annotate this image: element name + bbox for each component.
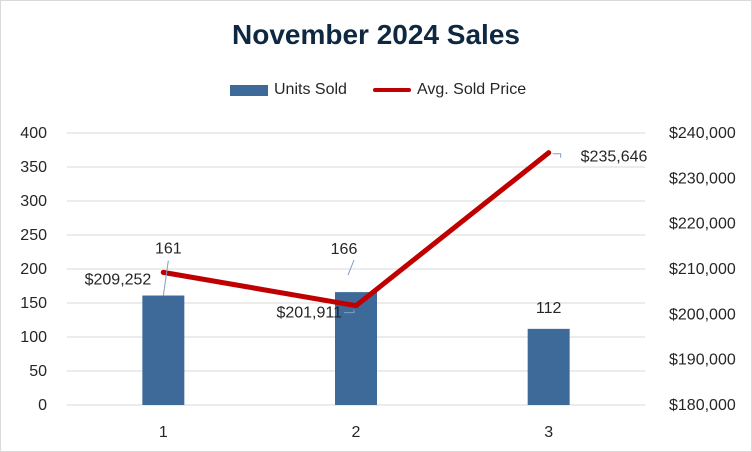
x-tick-label: 2	[352, 424, 361, 441]
y-left-tick-label: 150	[20, 295, 47, 312]
line-data-label: $235,646	[581, 149, 648, 166]
y-right-tick-label: $180,000	[669, 397, 736, 414]
legend-item-units-sold: Units Sold	[230, 81, 347, 99]
y-right-tick-label: $200,000	[669, 306, 736, 323]
y-left-tick-label: 400	[20, 125, 47, 142]
point-avg-sold-price	[353, 303, 359, 309]
y-left-tick-label: 350	[20, 159, 47, 176]
y-right-tick-label: $240,000	[669, 125, 736, 142]
bar-data-label: 112	[536, 300, 562, 317]
line-data-label: $201,911	[276, 305, 342, 322]
x-tick-label: 1	[159, 424, 168, 441]
bar-units-sold	[527, 328, 570, 405]
y-right-tick-label: $210,000	[669, 261, 736, 278]
legend-item-avg-sold-price: Avg. Sold Price	[373, 81, 526, 99]
data-label-leader	[347, 259, 355, 276]
chart-title: November 2024 Sales	[232, 19, 520, 50]
y-left-tick-label: 0	[38, 397, 47, 414]
point-avg-sold-price	[160, 269, 166, 275]
data-label-leader	[344, 309, 355, 314]
point-avg-sold-price	[546, 150, 552, 156]
y-right-tick-label: $190,000	[669, 352, 736, 369]
y-right-tick-label: $230,000	[669, 170, 736, 187]
y-left-tick-label: 50	[29, 363, 47, 380]
legend-swatch-units-sold	[230, 84, 268, 96]
x-tick-label: 3	[544, 424, 553, 441]
data-label-leader	[162, 260, 169, 296]
data-label-leader	[552, 153, 562, 158]
line-data-label: $209,252	[85, 271, 152, 288]
y-left-tick-label: 200	[20, 261, 47, 278]
bar-data-label: 161	[155, 241, 182, 258]
y-right-tick-label: $220,000	[669, 216, 736, 233]
legend: Units Sold Avg. Sold Price	[1, 81, 751, 101]
legend-label-avg-sold-price: Avg. Sold Price	[417, 81, 527, 98]
legend-swatch-avg-sold-price	[373, 88, 411, 92]
y-left-tick-label: 300	[20, 193, 47, 210]
y-left-tick-label: 100	[20, 329, 47, 346]
line-avg-sold-price	[160, 150, 552, 309]
bar-data-label: 166	[331, 241, 358, 258]
y-left-tick-label: 250	[20, 227, 47, 244]
bar-units-sold	[335, 292, 377, 405]
legend-label-units-sold: Units Sold	[274, 81, 347, 98]
bar-units-sold	[142, 295, 185, 405]
